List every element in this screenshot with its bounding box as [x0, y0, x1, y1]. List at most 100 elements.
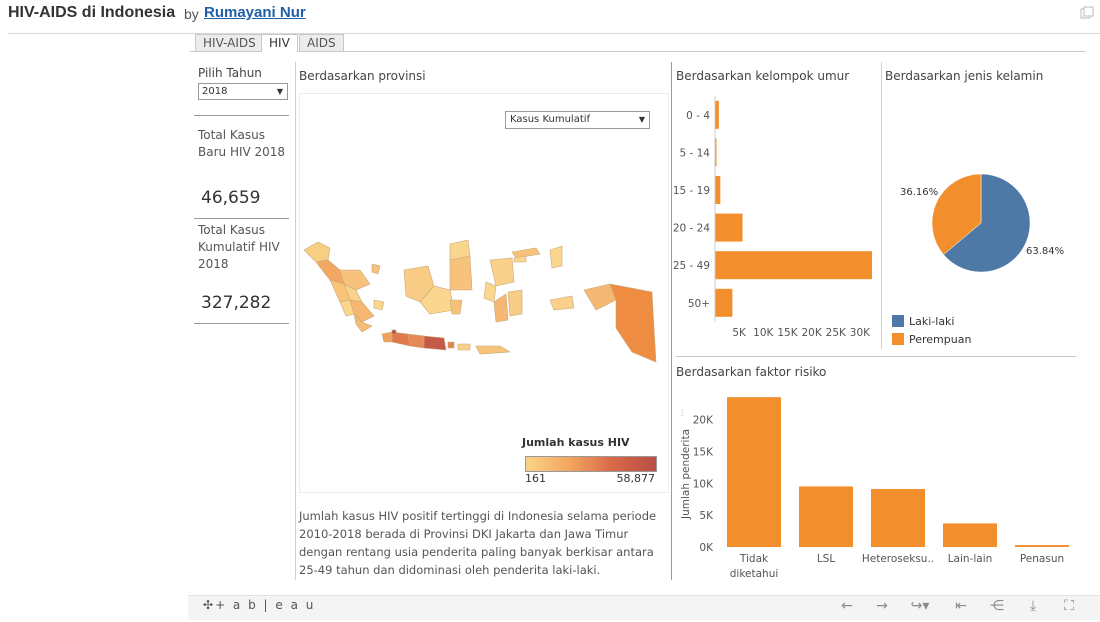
map-description: Jumlah kasus HIV positif tertinggi di In…	[299, 509, 657, 577]
risk-tick-label: 15K	[693, 446, 714, 458]
risk-chart-title: Berdasarkan faktor risiko	[676, 365, 827, 379]
tab-hiv-aids[interactable]: HIV-AIDS	[195, 34, 264, 51]
tableau-logo-text: + a b | e a u	[215, 598, 316, 612]
province-dki	[391, 329, 397, 335]
revert-icon[interactable]: ↪▾	[910, 598, 930, 614]
province-ntt	[475, 345, 511, 355]
tableau-logo[interactable]: ✣+ a b | e a u	[203, 598, 316, 612]
cumulative-cases-label: Total Kasus Kumulatif HIV 2018	[198, 223, 280, 271]
tableau-toolbar	[188, 595, 1100, 620]
author-link[interactable]: Rumayani Nur	[204, 4, 306, 21]
year-dropdown-value: 2018	[202, 86, 228, 97]
year-filter-label: Pilih Tahun	[198, 66, 262, 80]
province-sulsel	[493, 293, 509, 323]
download-icon[interactable]: ⤓	[1029, 598, 1037, 614]
legend-swatch-female	[892, 333, 904, 345]
age-category-label: 50+	[688, 298, 710, 310]
new-cases-label: Total Kasus Baru HIV 2018	[198, 128, 286, 159]
undo-icon[interactable]: ←	[841, 598, 853, 614]
tab-aids[interactable]: AIDS	[299, 34, 344, 51]
risk-bar[interactable]	[1015, 545, 1069, 547]
age-bar[interactable]	[715, 176, 721, 204]
risk-bar[interactable]	[871, 488, 925, 547]
province-sultra	[507, 289, 523, 317]
tab-bar	[190, 34, 1086, 52]
year-dropdown[interactable]: 2018 ▼	[198, 83, 288, 100]
province-lampung	[353, 313, 373, 333]
map-legend-min: 161	[525, 472, 546, 485]
legend-item-female[interactable]: Perempuan	[909, 333, 972, 346]
age-bar[interactable]	[715, 251, 872, 280]
risk-tick-label: 0K	[699, 542, 714, 554]
risk-category-label: Heteroseksu..	[862, 553, 934, 565]
redo-icon[interactable]: →	[876, 598, 888, 614]
risk-tick-label: 10K	[693, 478, 714, 490]
age-category-label: 0 - 4	[686, 110, 710, 122]
kpi-divider	[194, 218, 289, 219]
tab-hiv[interactable]: HIV	[261, 34, 298, 52]
risk-bar[interactable]	[943, 523, 997, 547]
chevron-down-icon: ▼	[638, 115, 645, 124]
kpi-divider	[194, 323, 289, 324]
kpi-divider	[194, 115, 289, 116]
risk-chart[interactable]: Jumlah penderita ⫶ 0K 5K 10K 15K 20K Tidak diket…	[672, 382, 1078, 588]
age-bar[interactable]	[715, 288, 733, 317]
province-kaltara	[449, 239, 471, 261]
province-riau	[339, 269, 371, 291]
sex-pie-chart[interactable]	[884, 160, 1094, 290]
province-gorontalo	[513, 255, 527, 263]
province-sulbar	[483, 281, 497, 303]
map-legend-title: Jumlah kasus HIV	[522, 436, 630, 449]
fullscreen-icon[interactable]: ⛶	[1064, 598, 1074, 614]
age-tick-label: 5K	[732, 327, 747, 339]
panel-divider	[881, 62, 882, 349]
province-banten	[381, 331, 393, 343]
risk-category-label: Lain-lain	[948, 553, 993, 565]
province-ntb	[457, 343, 471, 351]
measure-dropdown[interactable]: Kasus Kumulatif ▼	[505, 111, 650, 129]
pie-slice-male[interactable]	[943, 173, 1031, 273]
pie-slice-female[interactable]	[931, 173, 982, 255]
pie-label-female: 36.16%	[900, 187, 939, 198]
age-category-label: 5 - 14	[679, 147, 710, 159]
measure-dropdown-value: Kasus Kumulatif	[510, 114, 591, 125]
legend-item-male[interactable]: Laki-laki	[909, 315, 955, 328]
map-color-scale	[525, 456, 657, 472]
legend-swatch-male	[892, 315, 904, 327]
province-malut	[549, 245, 563, 269]
province-jateng	[407, 333, 425, 349]
indonesia-map[interactable]	[300, 230, 666, 370]
risk-bar[interactable]	[799, 486, 853, 547]
risk-category-label: LSL	[817, 553, 836, 565]
risk-tick-label: 5K	[699, 510, 714, 522]
age-bar[interactable]	[715, 213, 743, 242]
risk-bar[interactable]	[727, 397, 781, 547]
age-tick-label: 10K	[753, 327, 774, 339]
age-bar[interactable]	[715, 138, 717, 167]
map-container[interactable]	[299, 93, 669, 493]
province-sulut	[511, 247, 541, 259]
panel-divider	[676, 356, 1076, 357]
age-bar[interactable]	[715, 100, 719, 129]
popout-icon[interactable]	[1080, 6, 1094, 20]
reset-icon[interactable]: ⇤	[955, 598, 967, 614]
risk-category-label: diketahui	[730, 568, 779, 580]
risk-y-axis-label: Jumlah penderita	[680, 429, 692, 520]
province-bali	[447, 341, 455, 349]
age-category-label: 15 - 19	[673, 185, 710, 197]
age-chart[interactable]: 0 - 4 5 - 14 15 - 19 20 - 24 25 - 49 50+ 5K 10K…	[672, 92, 878, 342]
dashboard-title: HIV-AIDS di Indonesia	[8, 4, 176, 21]
map-title: Berdasarkan provinsi	[299, 69, 426, 83]
risk-category-label: Tidak	[739, 553, 769, 565]
byline-prefix: by	[184, 6, 199, 22]
province-babel	[373, 299, 385, 311]
share-icon[interactable]: ⋲	[990, 598, 1004, 614]
chevron-down-icon: ▼	[276, 87, 283, 96]
province-maluku	[549, 295, 575, 311]
risk-tick-label: 20K	[693, 415, 714, 427]
risk-category-label: Penasun	[1020, 553, 1064, 565]
map-legend-max: 58,877	[616, 472, 656, 485]
header-divider	[8, 33, 1100, 34]
age-category-label: 25 - 49	[673, 260, 710, 272]
sort-icon[interactable]: ⫶	[681, 408, 683, 419]
